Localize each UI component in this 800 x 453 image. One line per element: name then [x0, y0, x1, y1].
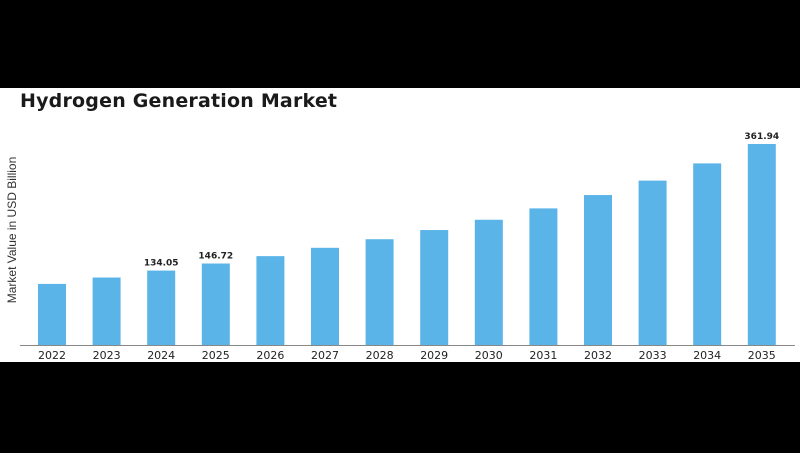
bar-chart: 2022 2023 2024 134.05 2025 146.72 2026 2027 2028… [20, 132, 795, 362]
chart-panel: Hydrogen Generation Market Market Value … [0, 88, 800, 362]
x-tick-label-2025: 2025 [202, 349, 230, 362]
bar-2035 [747, 144, 776, 345]
data-label-2035: 361.94 [744, 132, 779, 142]
x-tick-label-2035: 2035 [748, 349, 776, 362]
bar-2030 [474, 219, 503, 345]
x-tick-label-2033: 2033 [639, 349, 667, 362]
x-tick-label-2030: 2030 [475, 349, 503, 362]
bar-2031 [529, 208, 558, 345]
data-label-2024: 134.05 [144, 259, 179, 269]
x-tick-label-2029: 2029 [420, 349, 448, 362]
data-label-2025: 146.72 [198, 252, 233, 262]
x-tick-label-2026: 2026 [256, 349, 284, 362]
x-tick-label-2027: 2027 [311, 349, 339, 362]
bar-2023 [92, 277, 121, 345]
x-tick-label-2023: 2023 [93, 349, 121, 362]
x-tick-label-2031: 2031 [529, 349, 557, 362]
x-tick-label-2024: 2024 [147, 349, 175, 362]
bar-2033 [638, 180, 667, 345]
x-tick-label-2022: 2022 [38, 349, 66, 362]
bar-2026 [256, 256, 285, 345]
bar-2024 [147, 270, 176, 345]
bar-2029 [420, 230, 449, 345]
x-tick-label-2028: 2028 [366, 349, 394, 362]
bar-2034 [693, 163, 722, 345]
bar-2027 [311, 247, 339, 345]
x-tick-label-2032: 2032 [584, 349, 612, 362]
bar-2032 [584, 195, 612, 345]
bar-2025 [201, 263, 230, 345]
bar-2028 [365, 239, 394, 345]
bar-2022 [38, 283, 66, 345]
x-tick-label-2034: 2034 [693, 349, 721, 362]
chart-title: Hydrogen Generation Market [20, 90, 338, 112]
